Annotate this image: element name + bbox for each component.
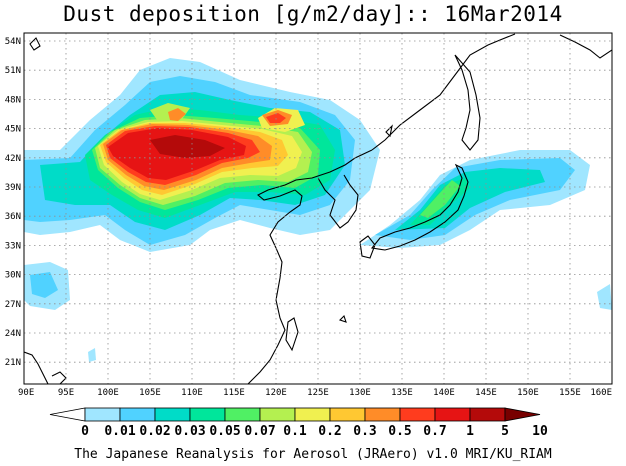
coastline-kamchatka [559,34,612,59]
longitude-label: 155E [559,388,581,398]
longitude-label: 100E [97,388,119,398]
colorbar-swatch [224,407,261,422]
latitude-label: 54N [5,37,21,47]
colorbar-swatch [364,407,401,422]
colorbar-label: 0.03 [174,424,205,439]
longitude-label: 150E [517,388,539,398]
colorbar-label: 0.07 [244,424,275,439]
latitude-label: 45N [5,125,21,135]
colorbar-label: 5 [501,424,509,439]
latitude-label: 33N [5,241,21,251]
latitude-label: 42N [5,154,21,164]
colorbar-swatch [84,407,121,422]
latitude-label: 24N [5,329,21,339]
coastline-sakhalin [454,54,481,151]
map-frame [23,32,613,385]
longitude-label: 95E [58,388,74,398]
dust-contour-0.07b [420,180,460,218]
coastline-kyushu [359,235,376,259]
coastline-lake [29,37,41,51]
coastline-china-korea [247,149,373,384]
colorbar-label: 0.01 [104,424,135,439]
coastline-russia [371,33,516,151]
colorbar-label: 0.02 [139,424,170,439]
colorbar-label: 0.05 [209,424,240,439]
colorbar-swatch [119,407,156,422]
coastline-japan [370,163,469,251]
coastlines [24,33,612,384]
colorbar: 0 0.01 0.02 0.03 0.05 0.07 0.1 0.2 0.3 0.5 0.7 1 5 10 [49,407,548,439]
latitude-label: 27N [5,300,21,310]
longitude-label: 145E [475,388,497,398]
dust-field [24,58,612,362]
colorbar-swatch [469,407,506,422]
latitude-label: 48N [5,95,21,105]
colorbar-swatch [434,407,471,422]
longitude-label: 135E [391,388,413,398]
colorbar-swatch [399,407,436,422]
latitude-label: 36N [5,212,21,222]
colorbar-label: 0.1 [283,424,307,439]
longitude-label: 130E [349,388,371,398]
colorbar-swatch [189,407,226,422]
colorbar-arrow-low [49,407,86,422]
coastline-taiwan [285,317,299,352]
colorbar-swatch [259,407,296,422]
colorbar-label: 0.2 [318,424,341,439]
coastline-korea [317,174,359,229]
longitude-label: 120E [265,388,287,398]
latitude-label: 21N [5,358,21,368]
latitude-label: 51N [5,66,21,76]
latitude-label: 30N [5,271,21,281]
dust-contour-5 [150,135,225,158]
latitude-labels: 54N 51N 48N 45N 42N 39N 36N 33N 30N 27N 24N 21N [5,37,21,368]
latitude-label: 39N [5,183,21,193]
longitude-label: 160E [590,388,612,398]
longitude-label: 115E [223,388,245,398]
colorbar-swatch [154,407,191,422]
dust-contour-0.02c [30,272,58,298]
dust-contour-0.01e [88,348,96,362]
map-title: Dust deposition [g/m2/day]:: 16Mar2014 [63,2,563,26]
colorbar-label: 0.3 [353,424,376,439]
coastline-ryukyu [338,314,347,323]
longitude-label: 125E [307,388,329,398]
credit-line: The Japanese Reanalysis for Aerosol (JRA… [74,447,552,462]
colorbar-swatch [294,407,331,422]
graticule [24,33,612,384]
longitude-label: 110E [181,388,203,398]
longitude-label: 140E [433,388,455,398]
coastline-hainan [51,371,67,384]
dust-contour-0.5c [168,108,186,121]
colorbar-label: 10 [532,424,548,439]
colorbar-arrow-high [504,407,541,422]
dust-contour-0.01d [597,284,612,310]
longitude-label: 90E [18,388,34,398]
longitude-labels: 90E 95E 100E 105E 110E 115E 120E 125E 130E 135E 14… [18,388,612,398]
longitude-label: 105E [139,388,161,398]
colorbar-swatch [329,407,366,422]
colorbar-label: 0.7 [423,424,446,439]
colorbar-label: 0 [81,424,89,439]
coastline-vietnam [24,351,49,384]
colorbar-label: 1 [466,424,474,439]
colorbar-label: 0.5 [388,424,411,439]
